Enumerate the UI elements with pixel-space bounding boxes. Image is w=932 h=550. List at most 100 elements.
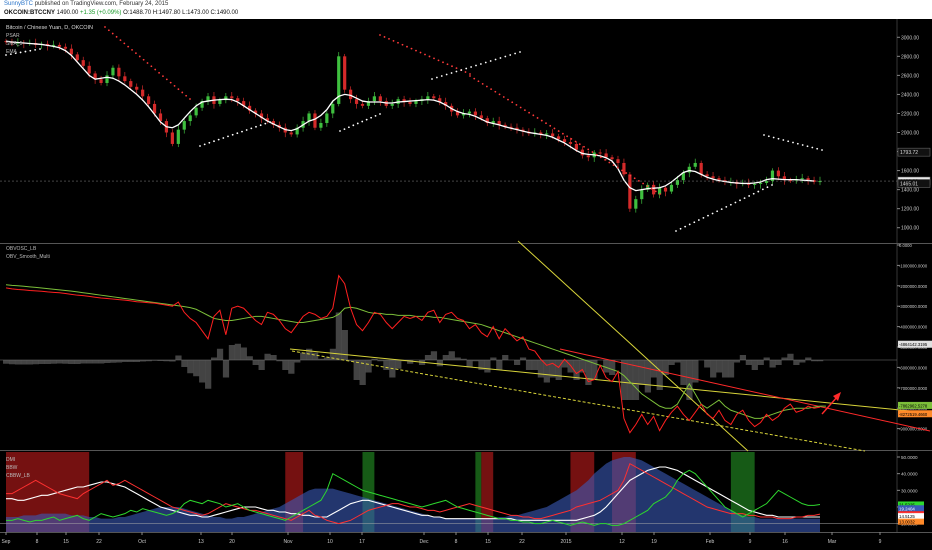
symbol-label: OKCOIN:BTCCNY: [4, 10, 55, 16]
time-tick-label: 22: [519, 539, 525, 545]
candle-body: [788, 180, 792, 182]
candle-body: [63, 46, 68, 49]
candle-body: [87, 65, 91, 74]
psar-dot: [169, 81, 172, 84]
candle-body: [378, 96, 382, 102]
candle-body: [414, 101, 418, 104]
psar-dot: [135, 52, 137, 55]
obv-osc-bar: [537, 360, 545, 378]
psar-dot: [419, 51, 422, 54]
psar-dot: [255, 125, 257, 128]
psar-dot: [523, 109, 526, 111]
candle-body: [236, 98, 240, 102]
obv-osc-bar: [335, 312, 343, 360]
dmi-value-label: 21.5225: [899, 502, 915, 507]
chart-svg[interactable]: 3000.00 2800.00 2600.00 2400.00 2200.00 2000.…: [0, 19, 932, 550]
psar-dot: [498, 93, 501, 96]
psar-dot: [470, 66, 473, 68]
price-value-tag: [897, 179, 931, 188]
quote-line: OKCOIN:BTCCNY 1490.00 +1.35 (+0.09%) O:1…: [4, 10, 238, 16]
obv-osc-bar: [228, 345, 236, 360]
obv-osc-bar: [424, 355, 432, 360]
price-title: Bitcoin / Chinese Yuan, D, OKCOIN: [6, 25, 93, 31]
candle-body: [479, 115, 483, 119]
obv-osc-bar: [448, 351, 455, 360]
candle-body: [366, 101, 371, 106]
psar-dot: [616, 166, 619, 169]
obv-osc-bar: [692, 360, 699, 383]
dmi-value-tag: [898, 518, 924, 525]
psar-dot: [245, 129, 248, 131]
candle-body: [776, 170, 781, 177]
obv-osc-bar: [519, 357, 527, 360]
price-value-tag: [897, 147, 931, 157]
candle-body: [253, 110, 258, 114]
obv-osc-bar: [371, 358, 378, 360]
obv-osc-bar: [650, 360, 657, 378]
obv-osc-bar: [811, 360, 818, 362]
publish-line: SunnyBTC published on TradingView.com, F…: [4, 1, 168, 7]
obv-osc-bar: [80, 360, 87, 364]
candle-body: [551, 133, 555, 137]
obv-osc-bar: [145, 360, 152, 362]
last-price: 1490.00: [56, 10, 79, 16]
psar-dot: [446, 63, 449, 66]
obv-value-label: -7862962.5278: [899, 403, 928, 408]
obv-tick-label: -6000000.0000: [899, 365, 928, 370]
candle-body: [75, 54, 79, 61]
candle-body: [170, 132, 174, 144]
candle-body: [586, 155, 590, 158]
psar-dot: [574, 140, 577, 143]
psar-dot: [646, 185, 649, 188]
psar-dot: [424, 53, 426, 56]
psar-dot: [269, 121, 271, 123]
obv-osc-bar: [311, 352, 319, 360]
plus-di-line: [6, 469, 821, 526]
time-tick-label: Oct: [138, 539, 146, 545]
candle-body: [580, 149, 584, 156]
candle-body: [188, 115, 192, 122]
psar-dot: [339, 130, 341, 132]
psar-dot: [199, 145, 201, 147]
psar-dot: [131, 49, 133, 51]
psar-dot: [415, 49, 417, 52]
candle-body: [497, 121, 501, 125]
obv-osc-bar: [668, 360, 675, 365]
psar-dot: [379, 34, 381, 36]
candle-body: [307, 113, 311, 122]
obv-osc-bar: [270, 355, 277, 360]
psar-dot: [259, 124, 262, 127]
psar-dot: [654, 190, 657, 193]
obv-osc-bar: [561, 360, 568, 368]
candle-body: [135, 86, 139, 90]
psar-dot: [203, 143, 206, 146]
psar-dot: [138, 55, 141, 58]
psar-dot: [528, 111, 531, 114]
obv-osc-bar: [246, 356, 253, 360]
price-tick-label: 1600.00: [901, 169, 919, 175]
psar-dot: [578, 143, 581, 146]
psar-dot: [264, 122, 267, 125]
candle-body: [699, 162, 703, 175]
time-tick-label: Feb: [706, 539, 715, 545]
dmi-value-tag: [898, 513, 924, 520]
obv-tick-label: -9000000.0000: [899, 427, 928, 432]
psar-dot: [777, 137, 780, 140]
obv-osc-bar: [92, 360, 99, 364]
psar-dot: [549, 124, 552, 127]
candle-body: [354, 99, 359, 104]
published-text: published on TradingView.com, February 2…: [34, 1, 169, 7]
author-link[interactable]: SunnyBTC: [4, 1, 34, 7]
psar-dot: [553, 127, 556, 130]
obv-tick-label: -7000000.0000: [899, 386, 928, 391]
psar-dot: [739, 199, 741, 202]
candle-body: [408, 102, 412, 104]
psar-dot: [511, 101, 514, 104]
psar-dot: [455, 70, 458, 73]
psar-dot: [504, 55, 507, 58]
psar-dot: [806, 145, 809, 148]
candle-body: [455, 111, 460, 116]
psar-dot: [743, 197, 746, 200]
price-tick-label: 1200.00: [901, 207, 919, 213]
candle-body: [69, 48, 73, 55]
